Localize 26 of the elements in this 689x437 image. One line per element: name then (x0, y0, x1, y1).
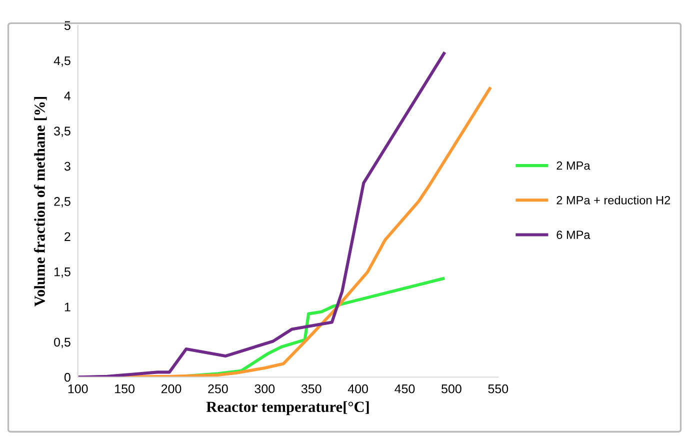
y-tick-label: 3,5 (54, 126, 70, 138)
x-tick-label: 250 (208, 384, 228, 394)
y-tick-label: 3 (64, 162, 70, 171)
x-tick-label: 100 (68, 384, 88, 394)
x-tick-label: 550 (488, 384, 508, 394)
y-tick-label: 2 (64, 232, 70, 241)
y-tick-label: 4,5 (54, 56, 70, 67)
legend-label: 2 MPa (556, 161, 590, 170)
x-tick-label: 400 (348, 384, 368, 394)
y-tick-label: 1 (64, 302, 70, 312)
x-axis-title: Reactor temperature[°C] (206, 401, 369, 416)
y-tick-label: 4 (64, 92, 71, 100)
y-axis-title: Volume fraction of methane [%] (34, 96, 47, 306)
x-tick-label: 450 (394, 384, 415, 394)
legend-label: 6 MPa (556, 230, 590, 240)
y-tick-label: 1,5 (54, 268, 70, 278)
y-tick-label: 2,5 (54, 197, 70, 208)
x-tick-label: 150 (115, 384, 134, 394)
x-tick-label: 500 (442, 384, 462, 394)
x-tick-label: 350 (301, 384, 322, 394)
line-series (78, 52, 446, 378)
y-tick-label: 0,5 (54, 338, 70, 348)
legend-label: 2 MPa + reduction H2 (556, 196, 670, 204)
y-tick-label: 0 (64, 372, 70, 382)
x-tick-label: 200 (161, 384, 182, 394)
x-tick-label: 300 (254, 384, 275, 394)
